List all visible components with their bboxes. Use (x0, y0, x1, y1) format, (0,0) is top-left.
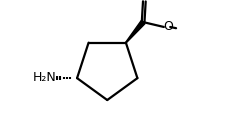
Text: O: O (163, 20, 173, 33)
Text: O: O (140, 0, 150, 3)
Text: H₂N: H₂N (32, 71, 56, 84)
Polygon shape (126, 20, 145, 43)
